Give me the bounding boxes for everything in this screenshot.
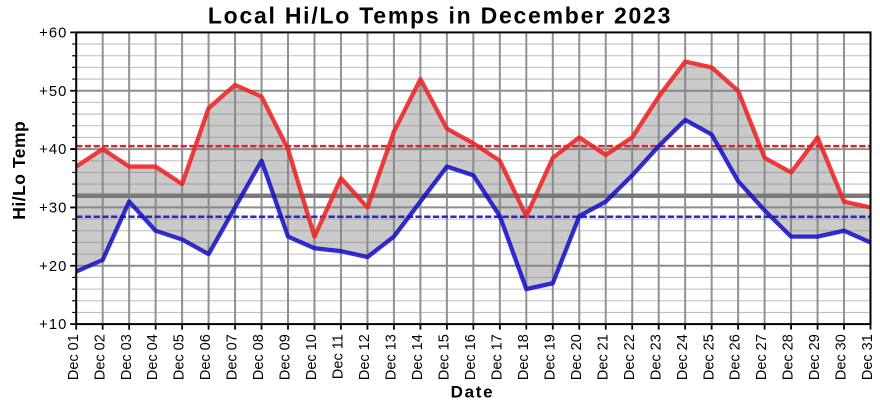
svg-text:+30: +30: [39, 201, 67, 217]
svg-text:Dec 07: Dec 07: [225, 334, 241, 380]
svg-text:Dec 09: Dec 09: [278, 334, 294, 380]
svg-text:Dec 06: Dec 06: [198, 334, 214, 380]
svg-text:Dec 01: Dec 01: [66, 334, 82, 380]
svg-text:Dec 14: Dec 14: [410, 334, 426, 380]
svg-text:Local Hi/Lo Temps in December: Local Hi/Lo Temps in December 2023: [208, 3, 672, 29]
svg-text:Dec 21: Dec 21: [595, 334, 611, 380]
svg-text:Dec 13: Dec 13: [384, 334, 400, 380]
svg-text:Dec 25: Dec 25: [701, 334, 717, 380]
svg-text:Dec 12: Dec 12: [357, 334, 373, 380]
svg-text:Dec 28: Dec 28: [781, 334, 797, 380]
svg-text:Dec 22: Dec 22: [622, 334, 638, 380]
svg-text:Hi/Lo Temp: Hi/Lo Temp: [9, 121, 29, 220]
svg-text:Dec 15: Dec 15: [436, 334, 452, 380]
svg-text:Dec 18: Dec 18: [516, 334, 532, 380]
svg-text:Dec 26: Dec 26: [728, 334, 744, 380]
svg-text:Dec 24: Dec 24: [675, 334, 691, 380]
svg-text:Dec 05: Dec 05: [172, 334, 188, 380]
svg-text:+50: +50: [39, 84, 67, 100]
svg-text:Dec 04: Dec 04: [145, 334, 161, 380]
svg-text:Dec 10: Dec 10: [304, 334, 320, 380]
svg-text:+40: +40: [39, 142, 67, 158]
svg-text:Dec 17: Dec 17: [489, 334, 505, 380]
svg-text:Dec 08: Dec 08: [251, 334, 267, 380]
svg-text:Dec 19: Dec 19: [542, 334, 558, 380]
svg-text:Dec 16: Dec 16: [463, 334, 479, 380]
svg-text:Dec 30: Dec 30: [834, 334, 850, 380]
svg-text:Date: Date: [451, 382, 495, 400]
svg-text:Dec 29: Dec 29: [807, 334, 823, 380]
svg-text:+10: +10: [39, 317, 67, 333]
svg-text:Dec 27: Dec 27: [754, 334, 770, 380]
svg-text:Dec 02: Dec 02: [92, 334, 108, 380]
svg-text:Dec 23: Dec 23: [648, 334, 664, 380]
svg-text:Dec 11: Dec 11: [331, 334, 347, 379]
svg-text:Dec 31: Dec 31: [860, 334, 876, 380]
svg-text:Dec 03: Dec 03: [119, 334, 135, 380]
svg-text:Dec 20: Dec 20: [569, 334, 585, 380]
svg-text:+20: +20: [39, 259, 67, 275]
svg-text:+60: +60: [39, 26, 67, 42]
